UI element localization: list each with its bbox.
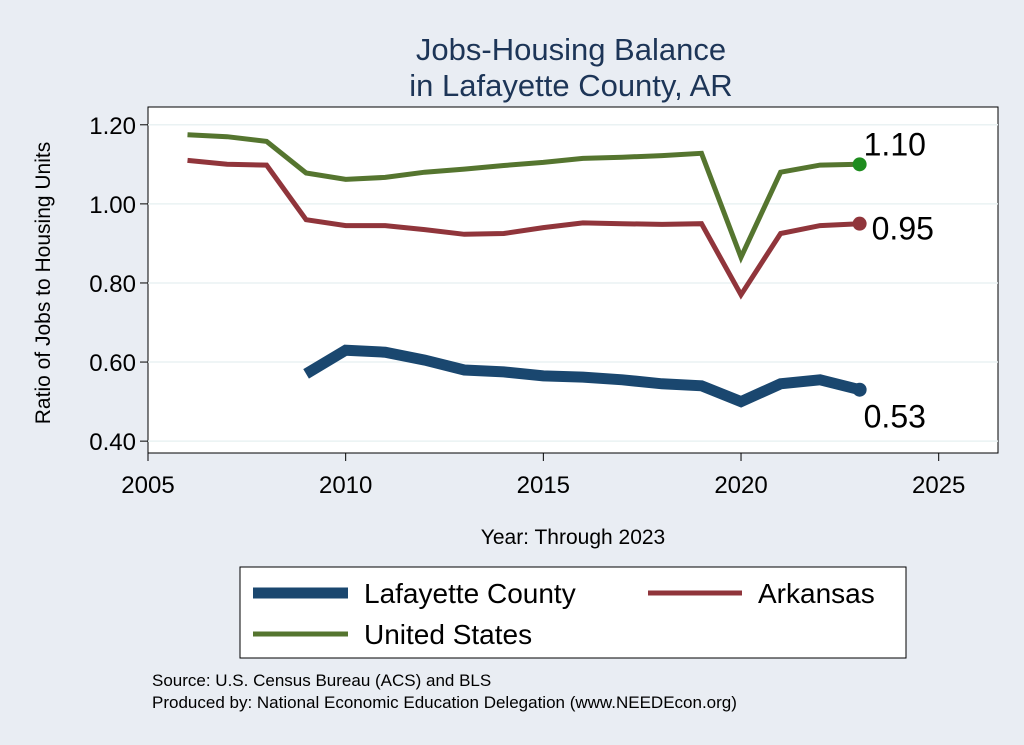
y-tick-label: 0.40 <box>89 429 136 456</box>
series-line-arkansas <box>187 157 860 300</box>
source-line-2: Produced by: National Economic Education… <box>152 693 737 712</box>
legend-label-lafayette-county: Lafayette County <box>364 578 576 609</box>
series-line-lafayette-county <box>303 344 861 408</box>
source-line-1: Source: U.S. Census Bureau (ACS) and BLS <box>152 671 491 690</box>
end-label-arkansas: 0.95 <box>872 211 934 247</box>
axes: 1.20 1.00 0.80 0.60 0.40 2005 2010 2015 2020 2025 <box>89 113 965 499</box>
legend-label-united-states: United States <box>364 619 532 650</box>
legend: Lafayette County Arkansas United States <box>253 578 875 650</box>
series-line-united-states <box>187 132 860 264</box>
x-tick-label: 2020 <box>714 472 767 499</box>
end-label-lafayette-county: 0.53 <box>864 399 926 435</box>
legend-box <box>239 566 907 659</box>
x-tick-label: 2010 <box>319 472 372 499</box>
x-tick-label: 2005 <box>121 472 174 499</box>
end-marker-lafayette-county <box>852 382 867 397</box>
y-tick-label: 1.20 <box>89 113 136 140</box>
end-marker-arkansas <box>852 216 867 231</box>
x-tick-label: 2025 <box>912 472 965 499</box>
x-axis-title: Year: Through 2023 <box>481 526 666 549</box>
chart-title-line-1: Jobs-Housing Balance <box>416 32 726 67</box>
x-tick-label: 2015 <box>517 472 570 499</box>
end-label-united-states: 1.10 <box>864 126 926 162</box>
series-layer <box>187 132 867 408</box>
y-tick-label: 0.80 <box>89 271 136 298</box>
grid-lines <box>148 124 998 442</box>
end-marker-united-states <box>852 157 867 172</box>
end-labels: 1.10 0.95 0.53 <box>864 126 934 434</box>
chart-title-line-2: in Lafayette County, AR <box>409 68 732 103</box>
y-tick-label: 1.00 <box>89 192 136 219</box>
y-axis-title: Ratio of Jobs to Housing Units <box>32 142 55 424</box>
legend-label-arkansas: Arkansas <box>758 578 875 609</box>
y-tick-label: 0.60 <box>89 350 136 377</box>
